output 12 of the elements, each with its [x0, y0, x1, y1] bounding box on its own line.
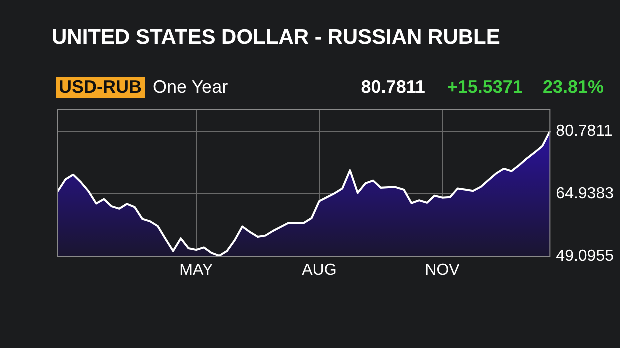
x-tick-label: AUG	[302, 262, 337, 279]
text: One Year	[153, 76, 228, 98]
text: USD-RUB	[56, 76, 145, 98]
x-tick-label: NOV	[425, 262, 460, 279]
x-tick-label: MAY	[180, 262, 214, 279]
y-tick-label: 49.0955	[556, 248, 614, 266]
y-tick-label: 64.9383	[556, 186, 614, 203]
text: 80.7811	[361, 76, 426, 98]
y-tick-label: 80.7811	[556, 122, 613, 140]
text: 23.81%	[542, 76, 604, 98]
text: +15.5371	[447, 76, 523, 98]
chart-title: UNITED STATES DOLLAR - RUSSIAN RUBLE	[52, 26, 500, 50]
